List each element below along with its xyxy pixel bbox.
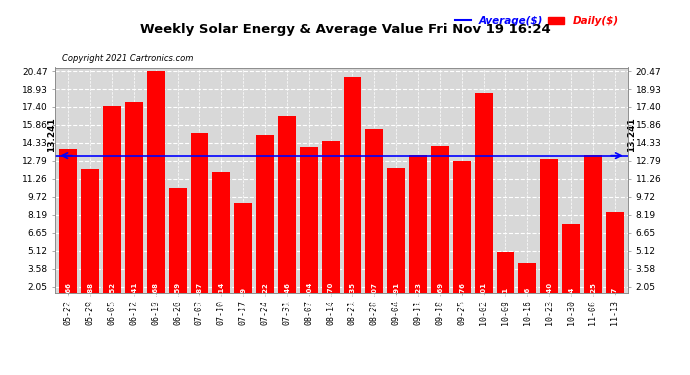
Text: 13.766: 13.766: [66, 282, 71, 309]
Text: 13.325: 13.325: [590, 282, 596, 309]
Text: 12.088: 12.088: [87, 282, 93, 309]
Text: 17.841: 17.841: [131, 282, 137, 309]
Bar: [190, 133, 208, 310]
Text: 5.001: 5.001: [502, 287, 509, 309]
Bar: [409, 154, 427, 310]
Text: 14.069: 14.069: [437, 282, 443, 309]
Bar: [475, 93, 493, 310]
Bar: [322, 141, 339, 310]
Text: 14.470: 14.470: [328, 282, 334, 309]
Bar: [125, 102, 143, 310]
Text: 17.452: 17.452: [109, 282, 115, 309]
Bar: [584, 154, 602, 310]
Text: 13.241: 13.241: [48, 117, 57, 152]
Text: 7.394: 7.394: [568, 286, 574, 309]
Text: 14.004: 14.004: [306, 282, 312, 309]
Text: 8.397: 8.397: [612, 286, 618, 309]
Text: 12.940: 12.940: [546, 282, 552, 309]
Bar: [453, 161, 471, 310]
Bar: [497, 252, 515, 310]
Bar: [518, 263, 536, 310]
Text: 4.096: 4.096: [524, 286, 531, 309]
Bar: [256, 135, 274, 310]
Text: 20.468: 20.468: [152, 282, 159, 309]
Text: 15.187: 15.187: [197, 282, 202, 309]
Text: 13.323: 13.323: [415, 282, 421, 309]
Bar: [540, 159, 558, 310]
Bar: [344, 77, 362, 310]
Bar: [81, 169, 99, 310]
Bar: [147, 71, 165, 310]
Text: 12.776: 12.776: [459, 282, 465, 309]
Text: 15.507: 15.507: [371, 282, 377, 309]
Text: 16.646: 16.646: [284, 282, 290, 309]
Bar: [387, 168, 405, 310]
Text: Weekly Solar Energy & Average Value Fri Nov 19 16:24: Weekly Solar Energy & Average Value Fri …: [139, 22, 551, 36]
Text: 19.935: 19.935: [349, 282, 355, 309]
Text: 11.814: 11.814: [218, 282, 224, 309]
Bar: [299, 147, 317, 310]
Text: 13.241: 13.241: [627, 117, 635, 152]
Bar: [431, 146, 449, 310]
Bar: [103, 106, 121, 310]
Text: Copyright 2021 Cartronics.com: Copyright 2021 Cartronics.com: [62, 54, 193, 63]
Legend: Average($), Daily($): Average($), Daily($): [451, 12, 622, 30]
Text: 18.601: 18.601: [481, 282, 486, 309]
Text: 9.159: 9.159: [240, 287, 246, 309]
Bar: [366, 129, 384, 310]
Bar: [168, 188, 186, 310]
Bar: [234, 203, 252, 310]
Bar: [59, 150, 77, 310]
Text: 10.459: 10.459: [175, 282, 181, 309]
Bar: [213, 172, 230, 310]
Bar: [278, 116, 296, 310]
Bar: [606, 212, 624, 310]
Text: 12.191: 12.191: [393, 282, 400, 309]
Bar: [562, 224, 580, 310]
Text: 15.022: 15.022: [262, 282, 268, 309]
